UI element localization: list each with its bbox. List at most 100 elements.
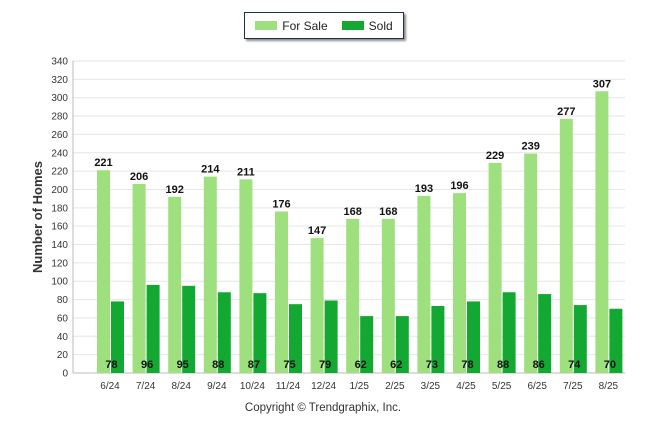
bar-sold (111, 301, 124, 373)
x-tick-label: 5/25 (492, 381, 512, 392)
y-tick-label: 80 (57, 295, 69, 306)
bar-for-sale (168, 196, 182, 373)
data-label-sold: 87 (248, 359, 260, 371)
bar-sold (289, 304, 302, 373)
bar-for-sale (239, 179, 253, 373)
legend: For Sale Sold (244, 12, 404, 39)
y-tick-label: 260 (51, 130, 68, 141)
bar-for-sale (97, 170, 110, 373)
bar-sold (502, 292, 516, 373)
y-tick-label: 180 (51, 203, 68, 214)
y-tick-label: 280 (51, 112, 68, 123)
bar-sold (253, 293, 267, 373)
bar-for-sale (453, 193, 466, 373)
data-label-sold: 62 (355, 359, 367, 371)
x-tick-label: 9/24 (207, 381, 227, 392)
bar-sold (538, 294, 552, 373)
y-tick-label: 120 (51, 258, 68, 269)
data-label-sold: 96 (141, 359, 153, 371)
y-tick-label: 100 (51, 277, 68, 288)
data-label-for-sale: 307 (593, 78, 611, 90)
y-tick-label: 240 (51, 148, 68, 159)
y-tick-label: 60 (57, 313, 69, 324)
bar-sold (360, 316, 374, 373)
bar-sold (609, 308, 623, 373)
x-tick-label: 3/25 (421, 381, 441, 392)
x-tick-label: 12/24 (311, 381, 336, 392)
data-label-for-sale: 206 (130, 171, 148, 183)
legend-label-sold: Sold (368, 18, 393, 33)
y-tick-label: 200 (51, 185, 68, 196)
data-label-for-sale: 229 (486, 150, 504, 162)
bar-for-sale (203, 176, 217, 373)
y-tick-label: 320 (51, 75, 68, 86)
bar-sold (146, 284, 160, 373)
data-label-sold: 78 (105, 359, 117, 371)
x-tick-label: 8/25 (599, 381, 619, 392)
x-tick-label: 8/24 (171, 381, 191, 392)
data-label-for-sale: 211 (237, 166, 255, 178)
data-label-sold: 88 (497, 359, 509, 371)
bar-for-sale (310, 238, 324, 373)
data-label-sold: 79 (319, 359, 331, 371)
legend-item-for-sale: For Sale (255, 19, 328, 33)
y-tick-label: 340 (51, 57, 68, 68)
bar-for-sale (524, 153, 538, 373)
y-tick-label: 160 (51, 222, 68, 233)
y-axis-title: Number of Homes (30, 161, 45, 273)
data-label-for-sale: 192 (166, 184, 184, 196)
y-tick-label: 220 (51, 167, 68, 178)
data-label-for-sale: 147 (308, 225, 326, 237)
bar-sold (573, 305, 587, 373)
data-label-sold: 88 (212, 359, 224, 371)
x-tick-label: 2/25 (385, 381, 405, 392)
legend-swatch-for-sale (255, 21, 278, 30)
x-tick-label: 4/25 (456, 381, 476, 392)
x-tick-label: 7/25 (563, 381, 583, 392)
data-label-sold: 75 (283, 359, 295, 371)
legend-item-sold: Sold (341, 18, 393, 33)
x-tick-label: 10/24 (240, 381, 265, 392)
x-tick-label: 6/25 (527, 381, 547, 392)
y-tick-label: 20 (57, 350, 69, 361)
bar-for-sale (488, 162, 502, 373)
x-tick-label: 11/24 (276, 381, 301, 392)
data-label-sold: 73 (426, 359, 438, 371)
data-label-for-sale: 168 (344, 206, 362, 218)
data-label-sold: 78 (461, 359, 473, 371)
y-tick-label: 0 (62, 369, 68, 380)
bar-sold (182, 285, 196, 373)
data-label-sold: 74 (568, 359, 581, 371)
data-label-for-sale: 196 (450, 180, 468, 192)
plot-area: 0 20 40 60 80 100 120 140 160 180 200 220 240 260 280 3… (30, 57, 625, 392)
y-tick-label: 140 (51, 240, 68, 251)
bar-sold (467, 301, 480, 373)
legend-swatch-sold (341, 21, 364, 30)
bar-for-sale (559, 118, 573, 373)
data-label-for-sale: 239 (522, 141, 540, 153)
data-label-sold: 62 (390, 359, 402, 371)
bar-sold (395, 316, 409, 373)
bar-for-sale (381, 218, 395, 373)
data-label-for-sale: 193 (415, 183, 433, 195)
bar-for-sale (346, 218, 360, 373)
bar-for-sale (595, 91, 609, 374)
data-label-for-sale: 214 (201, 164, 220, 176)
bar-sold (431, 306, 445, 373)
x-tick-label: 1/25 (349, 381, 369, 392)
data-label-for-sale: 168 (379, 206, 397, 218)
bar-for-sale (417, 195, 431, 373)
x-tick-label: 6/24 (100, 381, 120, 392)
data-label-for-sale: 221 (94, 157, 112, 169)
data-label-for-sale: 176 (272, 198, 290, 210)
x-tick-label: 7/24 (136, 381, 156, 392)
data-label-sold: 86 (533, 359, 545, 371)
bar-for-sale (132, 183, 146, 373)
bar-sold (324, 300, 338, 373)
y-tick-label: 40 (57, 332, 69, 343)
data-label-sold: 70 (604, 359, 616, 371)
bar-for-sale (275, 211, 288, 373)
copyright-text: Copyright © Trendgraphix, Inc. (244, 402, 402, 414)
data-label-for-sale: 277 (557, 106, 575, 118)
